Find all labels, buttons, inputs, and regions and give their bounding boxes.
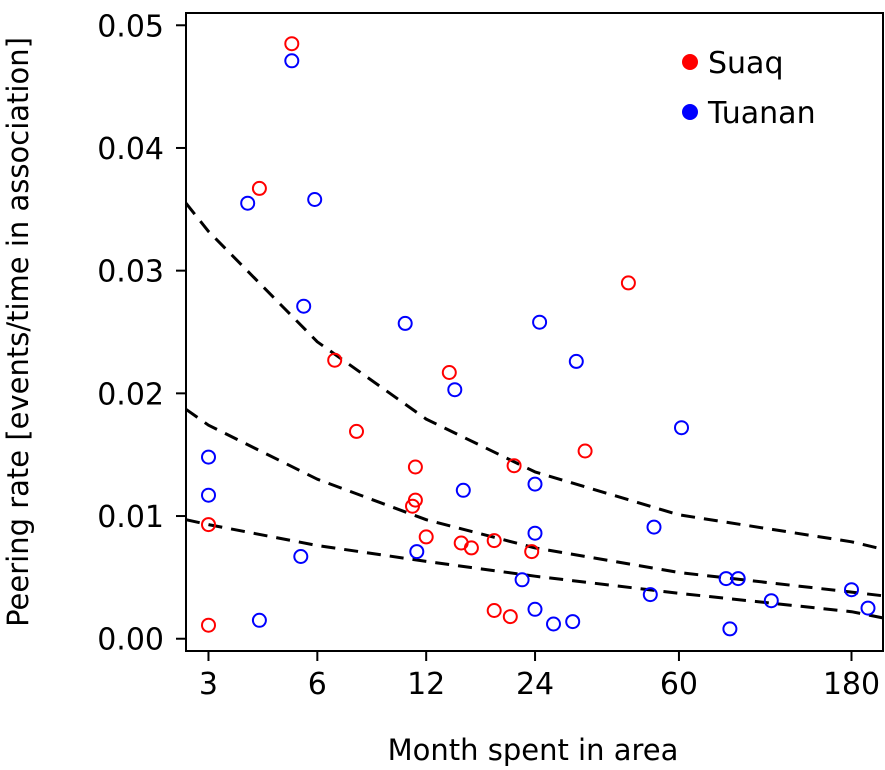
y-axis-title: Peering rate [events/time in association…: [1, 37, 35, 627]
point-tuanan: [527, 525, 543, 541]
point-tuanan: [397, 315, 413, 331]
point-suaq: [502, 609, 518, 625]
point-suaq: [251, 180, 267, 196]
y-tick-label: 0.01: [97, 500, 164, 535]
point-tuanan: [514, 572, 530, 588]
point-suaq: [284, 36, 300, 52]
point-tuanan: [763, 593, 779, 609]
point-tuanan: [674, 420, 689, 436]
point-suaq: [201, 517, 216, 533]
point-suaq: [349, 423, 364, 439]
point-tuanan: [527, 601, 543, 617]
point-suaq: [463, 540, 479, 556]
point-tuanan: [201, 449, 216, 465]
point-tuanan: [409, 544, 425, 560]
point-suaq: [405, 498, 420, 514]
x-tick-label: 3: [199, 667, 218, 702]
legend-marker-tuanan: [682, 104, 698, 120]
legend-label-tuanan: Tuanan: [707, 96, 816, 131]
point-tuanan: [307, 192, 323, 207]
point-suaq: [327, 352, 343, 368]
point-suaq: [486, 603, 502, 618]
point-tuanan: [284, 53, 300, 69]
y-axis: 0.00 0.01 0.02 0.03 0.04 0.05: [97, 9, 186, 658]
point-tuanan: [565, 614, 581, 630]
point-suaq: [524, 544, 540, 560]
fit-line-2: [185, 408, 884, 598]
point-tuanan: [240, 195, 256, 211]
x-axis-title: Month spent in area: [388, 733, 679, 767]
point-suaq: [441, 365, 457, 380]
x-tick-label: 60: [660, 667, 698, 702]
point-suaq: [577, 443, 593, 459]
data-points: [201, 36, 876, 637]
x-tick-label: 24: [516, 667, 554, 702]
y-tick-label: 0.00: [97, 623, 164, 658]
fit-lines: [184, 202, 884, 620]
point-suaq: [486, 533, 502, 549]
point-tuanan: [251, 612, 267, 628]
legend-marker-suaq: [682, 54, 698, 70]
point-tuanan: [642, 587, 658, 603]
x-tick-label: 180: [823, 667, 880, 702]
point-tuanan: [860, 600, 876, 616]
point-tuanan: [296, 298, 312, 314]
legend-label-suaq: Suaq: [708, 46, 783, 81]
point-tuanan: [722, 621, 738, 637]
point-tuanan: [201, 487, 216, 503]
point-suaq: [407, 459, 423, 475]
point-tuanan: [568, 353, 584, 369]
y-tick-label: 0.02: [97, 377, 164, 412]
point-tuanan: [546, 616, 561, 632]
point-suaq: [418, 529, 434, 545]
y-tick-label: 0.04: [97, 132, 164, 167]
y-tick-label: 0.03: [97, 255, 164, 290]
point-tuanan: [844, 582, 859, 598]
y-tick-label: 0.05: [97, 9, 164, 44]
x-tick-label: 12: [407, 667, 445, 702]
point-tuanan: [293, 549, 309, 564]
point-tuanan: [447, 382, 463, 398]
x-axis: 3 6 12 24 60 180: [199, 651, 880, 702]
point-suaq: [506, 458, 522, 474]
fit-line-1: [184, 202, 884, 551]
point-suaq: [201, 617, 216, 633]
x-tick-label: 6: [308, 667, 327, 702]
point-tuanan: [532, 314, 548, 330]
point-tuanan: [527, 476, 543, 492]
point-tuanan: [455, 482, 471, 498]
point-tuanan: [730, 571, 746, 587]
point-suaq: [620, 275, 636, 291]
legend: Suaq Tuanan: [682, 46, 816, 131]
point-tuanan: [646, 519, 662, 535]
